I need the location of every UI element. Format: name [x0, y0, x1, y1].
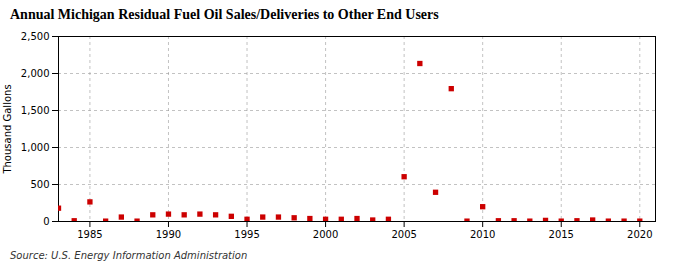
svg-text:500: 500 [30, 179, 49, 190]
svg-text:1995: 1995 [234, 229, 259, 240]
svg-text:1990: 1990 [156, 229, 181, 240]
svg-text:0: 0 [43, 216, 49, 227]
svg-text:2000: 2000 [313, 229, 338, 240]
html-text:Annual Michigan Residual Fuel: Annual Michigan Residual Fuel Oil Sales/… [10, 7, 439, 22]
svg-text:2020: 2020 [627, 229, 652, 240]
svg-text:2010: 2010 [470, 229, 495, 240]
svg-text:2015: 2015 [549, 229, 574, 240]
svg-text:1,000: 1,000 [21, 142, 50, 153]
svg-text:1,500: 1,500 [21, 105, 50, 116]
svg-text:1985: 1985 [77, 229, 102, 240]
svg-text:Thousand Gallons: Thousand Gallons [2, 84, 13, 174]
html-text:Source: U.S. Energy Informatio: Source: U.S. Energy Information Administ… [10, 250, 248, 261]
svg-text:2,000: 2,000 [21, 68, 50, 79]
svg-text:2005: 2005 [391, 229, 416, 240]
svg-text:2,500: 2,500 [21, 31, 50, 42]
